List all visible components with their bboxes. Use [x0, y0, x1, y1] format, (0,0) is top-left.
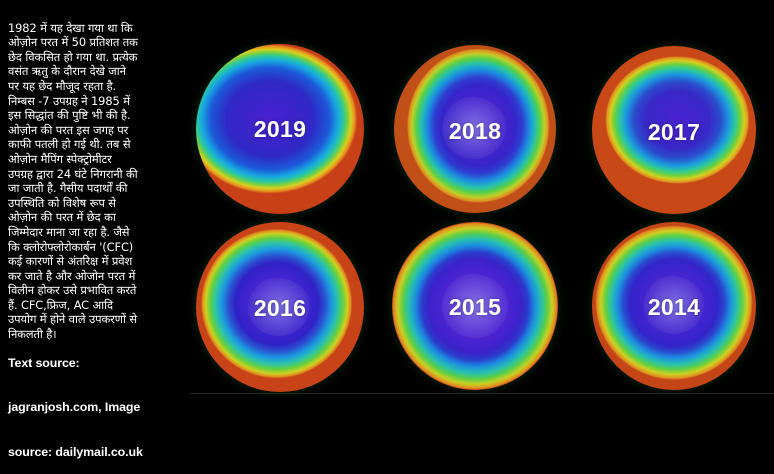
- ozone-globe-2016: 2016: [196, 222, 364, 392]
- ozone-globe-2014: 2014: [592, 222, 756, 390]
- year-label: 2019: [253, 116, 307, 142]
- ozone-globe-2019: 2019: [196, 44, 364, 214]
- caption-source-text-2: jagranjosh.com, Image: [8, 400, 141, 415]
- ozone-globe-grid: 2019 2018 2017 2016 2015 2014: [194, 0, 774, 395]
- caption-source-text: Text source:: [8, 355, 80, 370]
- year-label: 2018: [448, 118, 502, 144]
- year-label: 2015: [448, 294, 502, 320]
- year-label: 2017: [647, 119, 701, 145]
- caption-body: 1982 में यह देखा गया था कि ओज़ोन परत में…: [8, 20, 138, 342]
- year-label: 2014: [647, 294, 701, 320]
- ozone-globe-2015: 2015: [392, 222, 558, 390]
- caption-source-image: source: dailymail.co.uk: [8, 444, 143, 459]
- ozone-globe-2017: 2017: [592, 46, 756, 214]
- divider-line: [190, 393, 774, 394]
- caption-text: 1982 में यह देखा गया था कि ओज़ोन परत में…: [8, 6, 188, 474]
- year-label: 2016: [253, 295, 307, 321]
- ozone-globe-2018: 2018: [394, 45, 556, 213]
